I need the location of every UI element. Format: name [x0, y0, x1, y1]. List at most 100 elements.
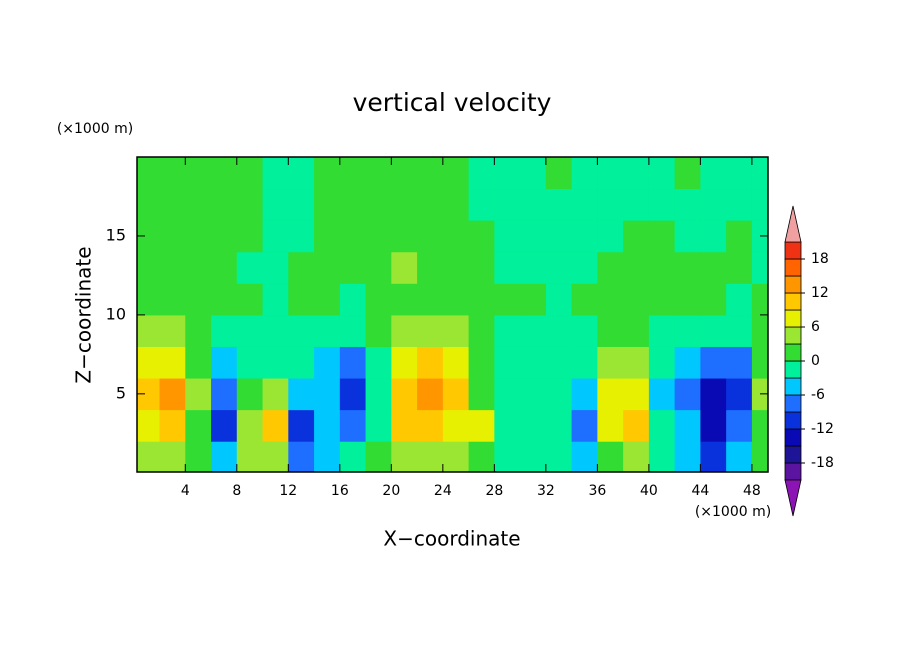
y-tick-label: 5 — [116, 383, 126, 402]
contour-cell — [751, 188, 768, 221]
contour-cell — [365, 441, 392, 472]
contour-cell — [545, 283, 573, 316]
contour-cell — [700, 441, 727, 472]
contour-cell — [137, 378, 161, 411]
contour-cell — [391, 378, 418, 411]
contour-cell — [211, 251, 238, 284]
contour-cell — [185, 378, 212, 411]
contour-cell — [159, 314, 186, 347]
contour-cell — [494, 409, 521, 442]
contour-cell — [159, 251, 186, 284]
contour-cell — [494, 441, 521, 472]
colorbar-box — [784, 462, 802, 481]
contour-cell — [648, 188, 676, 221]
x-tick-label: 20 — [382, 483, 400, 499]
contour-cell — [468, 314, 495, 347]
contour-cell — [623, 409, 650, 442]
contour-cell — [648, 441, 676, 472]
contour-cell — [314, 157, 341, 190]
contour-cell — [726, 157, 753, 190]
contour-cell — [137, 441, 161, 472]
contour-cell — [520, 251, 547, 284]
contour-cell — [185, 283, 212, 316]
contour-cell — [236, 157, 264, 190]
contour-cell — [365, 409, 392, 442]
x-tick-label: 24 — [434, 483, 452, 499]
contour-cell — [597, 441, 624, 472]
contour-cell — [726, 283, 753, 316]
contour-cell — [520, 346, 547, 379]
contour-cell — [159, 283, 186, 316]
colorbar-box — [784, 326, 802, 345]
contour-cell — [236, 409, 264, 442]
colorbar-box — [784, 445, 802, 464]
contour-cell — [288, 378, 315, 411]
contour-cell — [571, 378, 598, 411]
contour-cell — [288, 409, 315, 442]
contour-cell — [751, 251, 768, 284]
contour-cell — [726, 220, 753, 253]
contour-cell — [571, 157, 598, 190]
contour-cell — [262, 188, 289, 221]
y-axis-label: Z−coordinate — [72, 246, 96, 383]
contour-cell — [211, 283, 238, 316]
colorbar-tick-label: 0 — [811, 353, 820, 369]
contour-cell — [211, 157, 238, 190]
contour-cell — [185, 314, 212, 347]
contour-cell — [623, 346, 650, 379]
contour-cell — [468, 157, 495, 190]
contour-cell — [137, 283, 161, 316]
contour-cell — [545, 378, 573, 411]
contour-cell — [288, 346, 315, 379]
y-tick-label: 15 — [106, 225, 126, 244]
contour-cell — [597, 314, 624, 347]
colorbar-box — [784, 411, 802, 430]
contour-cell — [288, 157, 315, 190]
contour-cell — [597, 157, 624, 190]
x-tick-label: 32 — [537, 483, 555, 499]
contour-cell — [674, 314, 701, 347]
contour-cell — [365, 314, 392, 347]
contour-cell — [339, 188, 367, 221]
contour-cell — [726, 188, 753, 221]
contour-cell — [442, 378, 470, 411]
contour-cell — [700, 378, 727, 411]
contour-cell — [623, 441, 650, 472]
contour-cell — [314, 409, 341, 442]
contour-cell — [137, 314, 161, 347]
contour-cell — [648, 220, 676, 253]
colorbar-tick-label: -12 — [811, 421, 834, 437]
contour-cell — [674, 441, 701, 472]
contour-cell — [442, 409, 470, 442]
contour-cell — [262, 346, 289, 379]
contour-cell — [288, 251, 315, 284]
x-tick-label: 8 — [232, 483, 241, 499]
contour-cell — [468, 283, 495, 316]
contour-cell — [623, 220, 650, 253]
contour-cell — [571, 346, 598, 379]
colorbar-box — [784, 377, 802, 396]
contour-cell — [236, 314, 264, 347]
contour-cell — [339, 157, 367, 190]
contour-cell — [700, 283, 727, 316]
contour-cell — [700, 188, 727, 221]
contour-cell — [571, 441, 598, 472]
contour-cell — [520, 283, 547, 316]
contour-cell — [314, 314, 341, 347]
contour-cell — [262, 378, 289, 411]
contour-cell — [339, 441, 367, 472]
contour-cell — [468, 441, 495, 472]
contour-cell — [468, 346, 495, 379]
colorbar-box — [784, 309, 802, 328]
y-unit: (×1000 m) — [57, 121, 133, 137]
contour-cell — [571, 220, 598, 253]
x-tick-label: 4 — [181, 483, 190, 499]
contour-cell — [137, 251, 161, 284]
colorbar-box — [784, 394, 802, 413]
contour-cell — [365, 157, 392, 190]
contour-cell — [494, 346, 521, 379]
contour-cell — [417, 378, 444, 411]
contour-cell — [623, 378, 650, 411]
contour-cell — [623, 314, 650, 347]
